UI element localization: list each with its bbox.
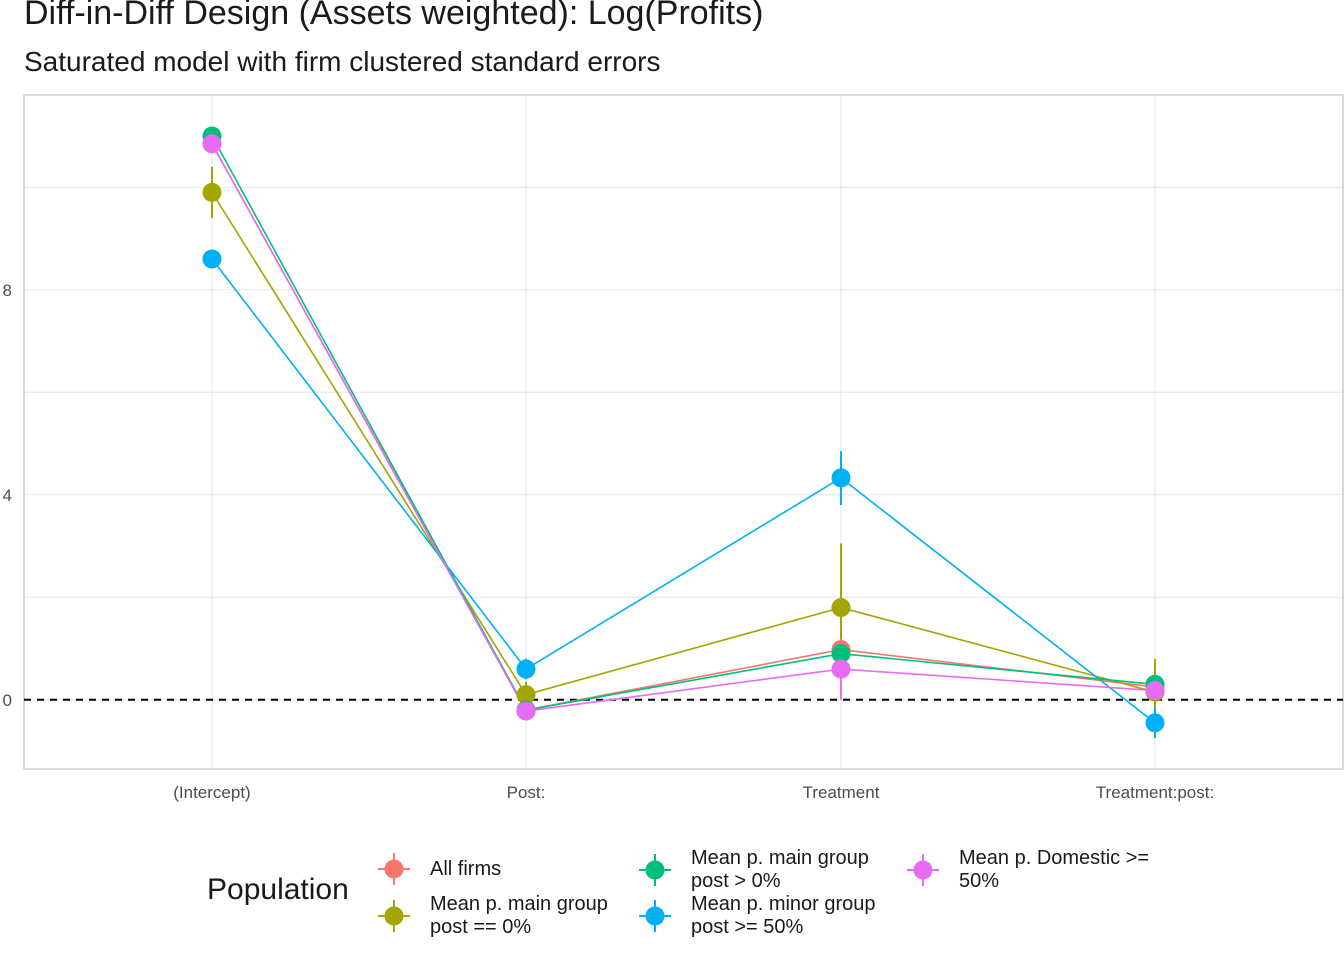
series-line [211, 135, 1156, 711]
legend-item-domestic: Mean p. Domestic >= 50% [903, 847, 1159, 893]
y-tick-label: 8 [3, 281, 12, 300]
chart-title: Diff-in-Diff Design (Assets weighted): L… [24, 0, 764, 32]
legend-key-icon [378, 853, 410, 885]
legend-label: Mean p. main group post == 0% [430, 893, 608, 938]
plot-panel [24, 95, 1343, 769]
data-point [516, 701, 536, 721]
legend-key-point [913, 860, 933, 880]
x-tick-label: Post: [507, 783, 546, 802]
panel-border [23, 94, 1344, 770]
data-point [831, 598, 851, 618]
legend-key-icon [378, 900, 410, 932]
x-tick-label: Treatment [803, 783, 880, 802]
data-point [831, 468, 851, 488]
legend-label: All firms [430, 857, 502, 880]
data-point [831, 644, 851, 664]
y-tick-label: 4 [3, 486, 12, 505]
data-point [1145, 713, 1165, 733]
data-point [1145, 681, 1165, 701]
y-tick-label: 0 [3, 691, 12, 710]
legend-item-main-group-positive: Mean p. main group post > 0% [635, 847, 891, 893]
series-line [211, 191, 1156, 696]
legend-key-icon [639, 900, 671, 932]
legend-key-point [384, 906, 404, 926]
legend-key-point [645, 906, 665, 926]
data-point [202, 134, 222, 154]
legend-key-icon [907, 854, 939, 886]
legend-key-point [384, 859, 404, 879]
legend-key-icon [639, 854, 671, 886]
legend-item-main-group-zero: Mean p. main group post == 0% [374, 893, 630, 939]
chart-subtitle: Saturated model with firm clustered stan… [24, 46, 661, 77]
legend-item-minor-group: Mean p. minor group post >= 50% [635, 893, 891, 939]
series-line [211, 258, 1156, 724]
data-point [831, 659, 851, 679]
legend-label: Mean p. minor group post >= 50% [691, 893, 876, 938]
legend-label: Mean p. main group post > 0% [691, 847, 869, 892]
x-tick-label: Treatment:post: [1096, 783, 1214, 802]
legend-title: Population [207, 873, 349, 906]
data-point [516, 685, 536, 705]
x-tick-label: (Intercept) [173, 783, 250, 802]
legend-item-all-firms: All firms [374, 849, 630, 889]
data-point [202, 249, 222, 269]
series-line [211, 143, 1156, 712]
legend-label: Mean p. Domestic >= 50% [959, 847, 1150, 892]
data-point [202, 182, 222, 202]
data-point [516, 659, 536, 679]
legend-key-point [645, 860, 665, 880]
